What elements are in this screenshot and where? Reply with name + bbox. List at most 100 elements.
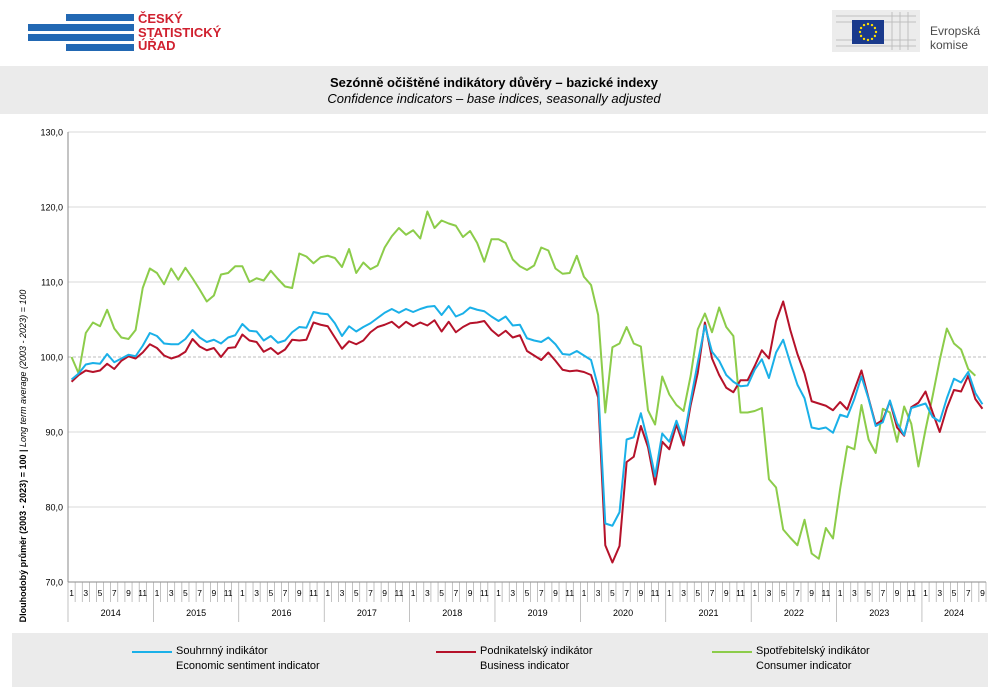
- legend: Souhrnný indikátor Economic sentiment in…: [12, 633, 988, 687]
- month-tick-label: 7: [795, 588, 800, 598]
- month-tick-label: 3: [681, 588, 686, 598]
- y-tick-label: 100,0: [40, 353, 63, 363]
- legend-label-en: Economic sentiment indicator: [176, 660, 320, 672]
- month-tick-label: 5: [525, 588, 530, 598]
- month-tick-label: 1: [411, 588, 416, 598]
- month-tick-label: 1: [496, 588, 501, 598]
- month-tick-label: 3: [767, 588, 772, 598]
- month-tick-label: 11: [821, 588, 830, 598]
- month-tick-label: 1: [155, 588, 160, 598]
- month-tick-label: 3: [340, 588, 345, 598]
- y-tick-label: 110,0: [41, 278, 63, 288]
- month-tick-label: 11: [736, 588, 745, 598]
- month-tick-label: 7: [624, 588, 629, 598]
- chart-title: Sezónně očištěné indikátory důvěry – baz…: [329, 75, 658, 90]
- y-tick-label: 80,0: [45, 503, 63, 513]
- year-label: 2023: [869, 608, 889, 618]
- x-axis: 1 3 5 7 9 11 1 3 5 7 9 11 1 3 5 7 9 11 1 3 5 7 9 11 1 3 5 7 9 11 1 3 5 7 9…: [67, 581, 987, 622]
- month-tick-label: 1: [69, 588, 74, 598]
- csu-logo: ČESKÝ STATISTICKÝ ÚŘAD: [28, 12, 221, 57]
- year-label: 2021: [698, 608, 718, 618]
- legend-label-cz: Souhrnný indikátor: [176, 645, 268, 657]
- month-tick-label: 3: [83, 588, 88, 598]
- month-tick-label: 7: [880, 588, 885, 598]
- month-tick-label: 3: [937, 588, 942, 598]
- month-tick-label: 1: [582, 588, 587, 598]
- eu-commission-logo: Evropská komise: [832, 6, 992, 56]
- month-tick-label: 11: [309, 588, 318, 598]
- csu-logo-stripes: [28, 14, 134, 51]
- year-label: 2014: [101, 608, 121, 618]
- eu-logo-text: Evropská komise: [930, 24, 981, 52]
- year-label: 2024: [944, 608, 964, 618]
- month-tick-label: 3: [596, 588, 601, 598]
- month-tick-label: 1: [240, 588, 245, 598]
- month-tick-label: 1: [752, 588, 757, 598]
- month-tick-label: 7: [710, 588, 715, 598]
- year-label: 2015: [186, 608, 206, 618]
- series-line-business: [70, 300, 984, 564]
- month-tick-label: 5: [183, 588, 188, 598]
- month-tick-label: 7: [197, 588, 202, 598]
- series-line-consumer: [70, 210, 977, 560]
- grid: [67, 131, 986, 583]
- month-tick-label: 7: [453, 588, 458, 598]
- year-label: 2018: [442, 608, 462, 618]
- legend-label-cz: Spotřebitelský indikátor: [756, 645, 870, 657]
- year-label: 2019: [528, 608, 548, 618]
- month-tick-label: 9: [553, 588, 558, 598]
- month-tick-label: 5: [695, 588, 700, 598]
- month-tick-label: 7: [368, 588, 373, 598]
- month-tick-label: 5: [952, 588, 957, 598]
- month-tick-label: 9: [382, 588, 387, 598]
- month-tick-label: 7: [966, 588, 971, 598]
- month-tick-label: 5: [98, 588, 103, 598]
- month-tick-label: 11: [480, 588, 489, 598]
- month-tick-label: 3: [510, 588, 515, 598]
- month-tick-label: 5: [354, 588, 359, 598]
- chart-subtitle: Confidence indicators – base indices, se…: [327, 91, 661, 106]
- csu-logo-text: ČESKÝ STATISTICKÝ ÚŘAD: [138, 11, 222, 53]
- month-tick-label: 11: [651, 588, 660, 598]
- month-tick-label: 11: [224, 588, 233, 598]
- month-tick-label: 7: [283, 588, 288, 598]
- year-label: 2016: [271, 608, 291, 618]
- month-tick-label: 9: [638, 588, 643, 598]
- y-tick-label: 120,0: [40, 203, 63, 213]
- month-tick-label: 5: [866, 588, 871, 598]
- series-lines: [70, 210, 984, 564]
- y-tick-label: 70,0: [45, 578, 63, 588]
- month-tick-label: 9: [297, 588, 302, 598]
- month-tick-label: 3: [169, 588, 174, 598]
- month-tick-label: 1: [923, 588, 928, 598]
- month-tick-label: 9: [809, 588, 814, 598]
- month-tick-label: 9: [724, 588, 729, 598]
- month-tick-label: 3: [254, 588, 259, 598]
- legend-label-cz: Podnikatelský indikátor: [480, 645, 593, 657]
- month-tick-label: 5: [610, 588, 615, 598]
- month-tick-label: 9: [468, 588, 473, 598]
- month-tick-label: 5: [439, 588, 444, 598]
- month-tick-label: 3: [425, 588, 430, 598]
- month-tick-label: 9: [980, 588, 985, 598]
- month-tick-label: 11: [138, 588, 147, 598]
- legend-label-en: Business indicator: [480, 660, 570, 672]
- y-axis-tick-labels: 70,0 80,0 90,0 100,0 110,0 120,0 130,0: [40, 128, 63, 588]
- month-tick-label: 9: [895, 588, 900, 598]
- month-tick-label: 1: [325, 588, 330, 598]
- month-tick-label: 5: [268, 588, 273, 598]
- legend-label-en: Consumer indicator: [756, 660, 852, 672]
- legend-swatch-economic: [132, 651, 172, 653]
- y-axis-label: Dlouhodobý průměr (2003 - 2023) = 100 | …: [18, 290, 28, 623]
- eu-flag-icon: [832, 10, 920, 52]
- month-tick-label: 9: [212, 588, 217, 598]
- y-tick-label: 130,0: [40, 128, 63, 138]
- legend-swatch-business: [436, 651, 476, 653]
- chart-title-box: Sezónně očištěné indikátory důvěry – baz…: [0, 66, 988, 114]
- series-line-economic: [70, 305, 984, 527]
- month-tick-label: 11: [394, 588, 403, 598]
- year-label: 2022: [784, 608, 804, 618]
- month-tick-label: 9: [126, 588, 131, 598]
- month-tick-label: 1: [838, 588, 843, 598]
